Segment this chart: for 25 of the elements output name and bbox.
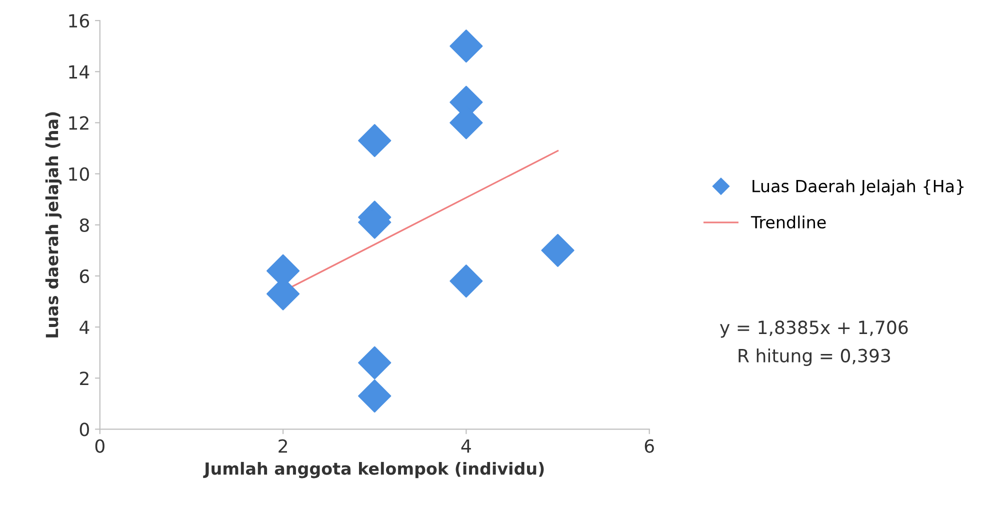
point	[358, 346, 392, 380]
y-tick-label: 2	[80, 372, 88, 385]
y-tick-label: 10	[69, 167, 89, 181]
point	[358, 124, 392, 158]
y-tick-label: 14	[69, 65, 90, 78]
x-tick-label: 4	[461, 439, 471, 453]
x-tick-label: 2	[278, 439, 287, 453]
point	[450, 264, 483, 298]
x-tick-label: 0	[95, 439, 104, 453]
y-tick-label: 0	[80, 422, 89, 436]
y-tick-label: 12	[69, 116, 88, 130]
x-tick-label: 6	[644, 439, 654, 453]
y-tick-label: 8	[80, 218, 89, 232]
legend-label: Trendline	[750, 216, 826, 229]
point	[450, 30, 483, 63]
x-axis-title: Jumlah anggota kelompok (individu)	[203, 462, 544, 478]
y-tick-label: 4	[80, 320, 90, 334]
point	[358, 379, 392, 413]
text: R hitung = 0,393	[738, 348, 890, 366]
point	[541, 234, 574, 267]
legend-label: Luas Daerah Jelajah {Ha}	[752, 179, 964, 196]
text: y = 1,8385x + 1,706	[720, 320, 908, 338]
y-axis-title: Luas daerah jelajah (ha)	[45, 112, 62, 338]
y-tick-label: 16	[69, 14, 90, 28]
y-tick-label: 6	[80, 269, 90, 284]
